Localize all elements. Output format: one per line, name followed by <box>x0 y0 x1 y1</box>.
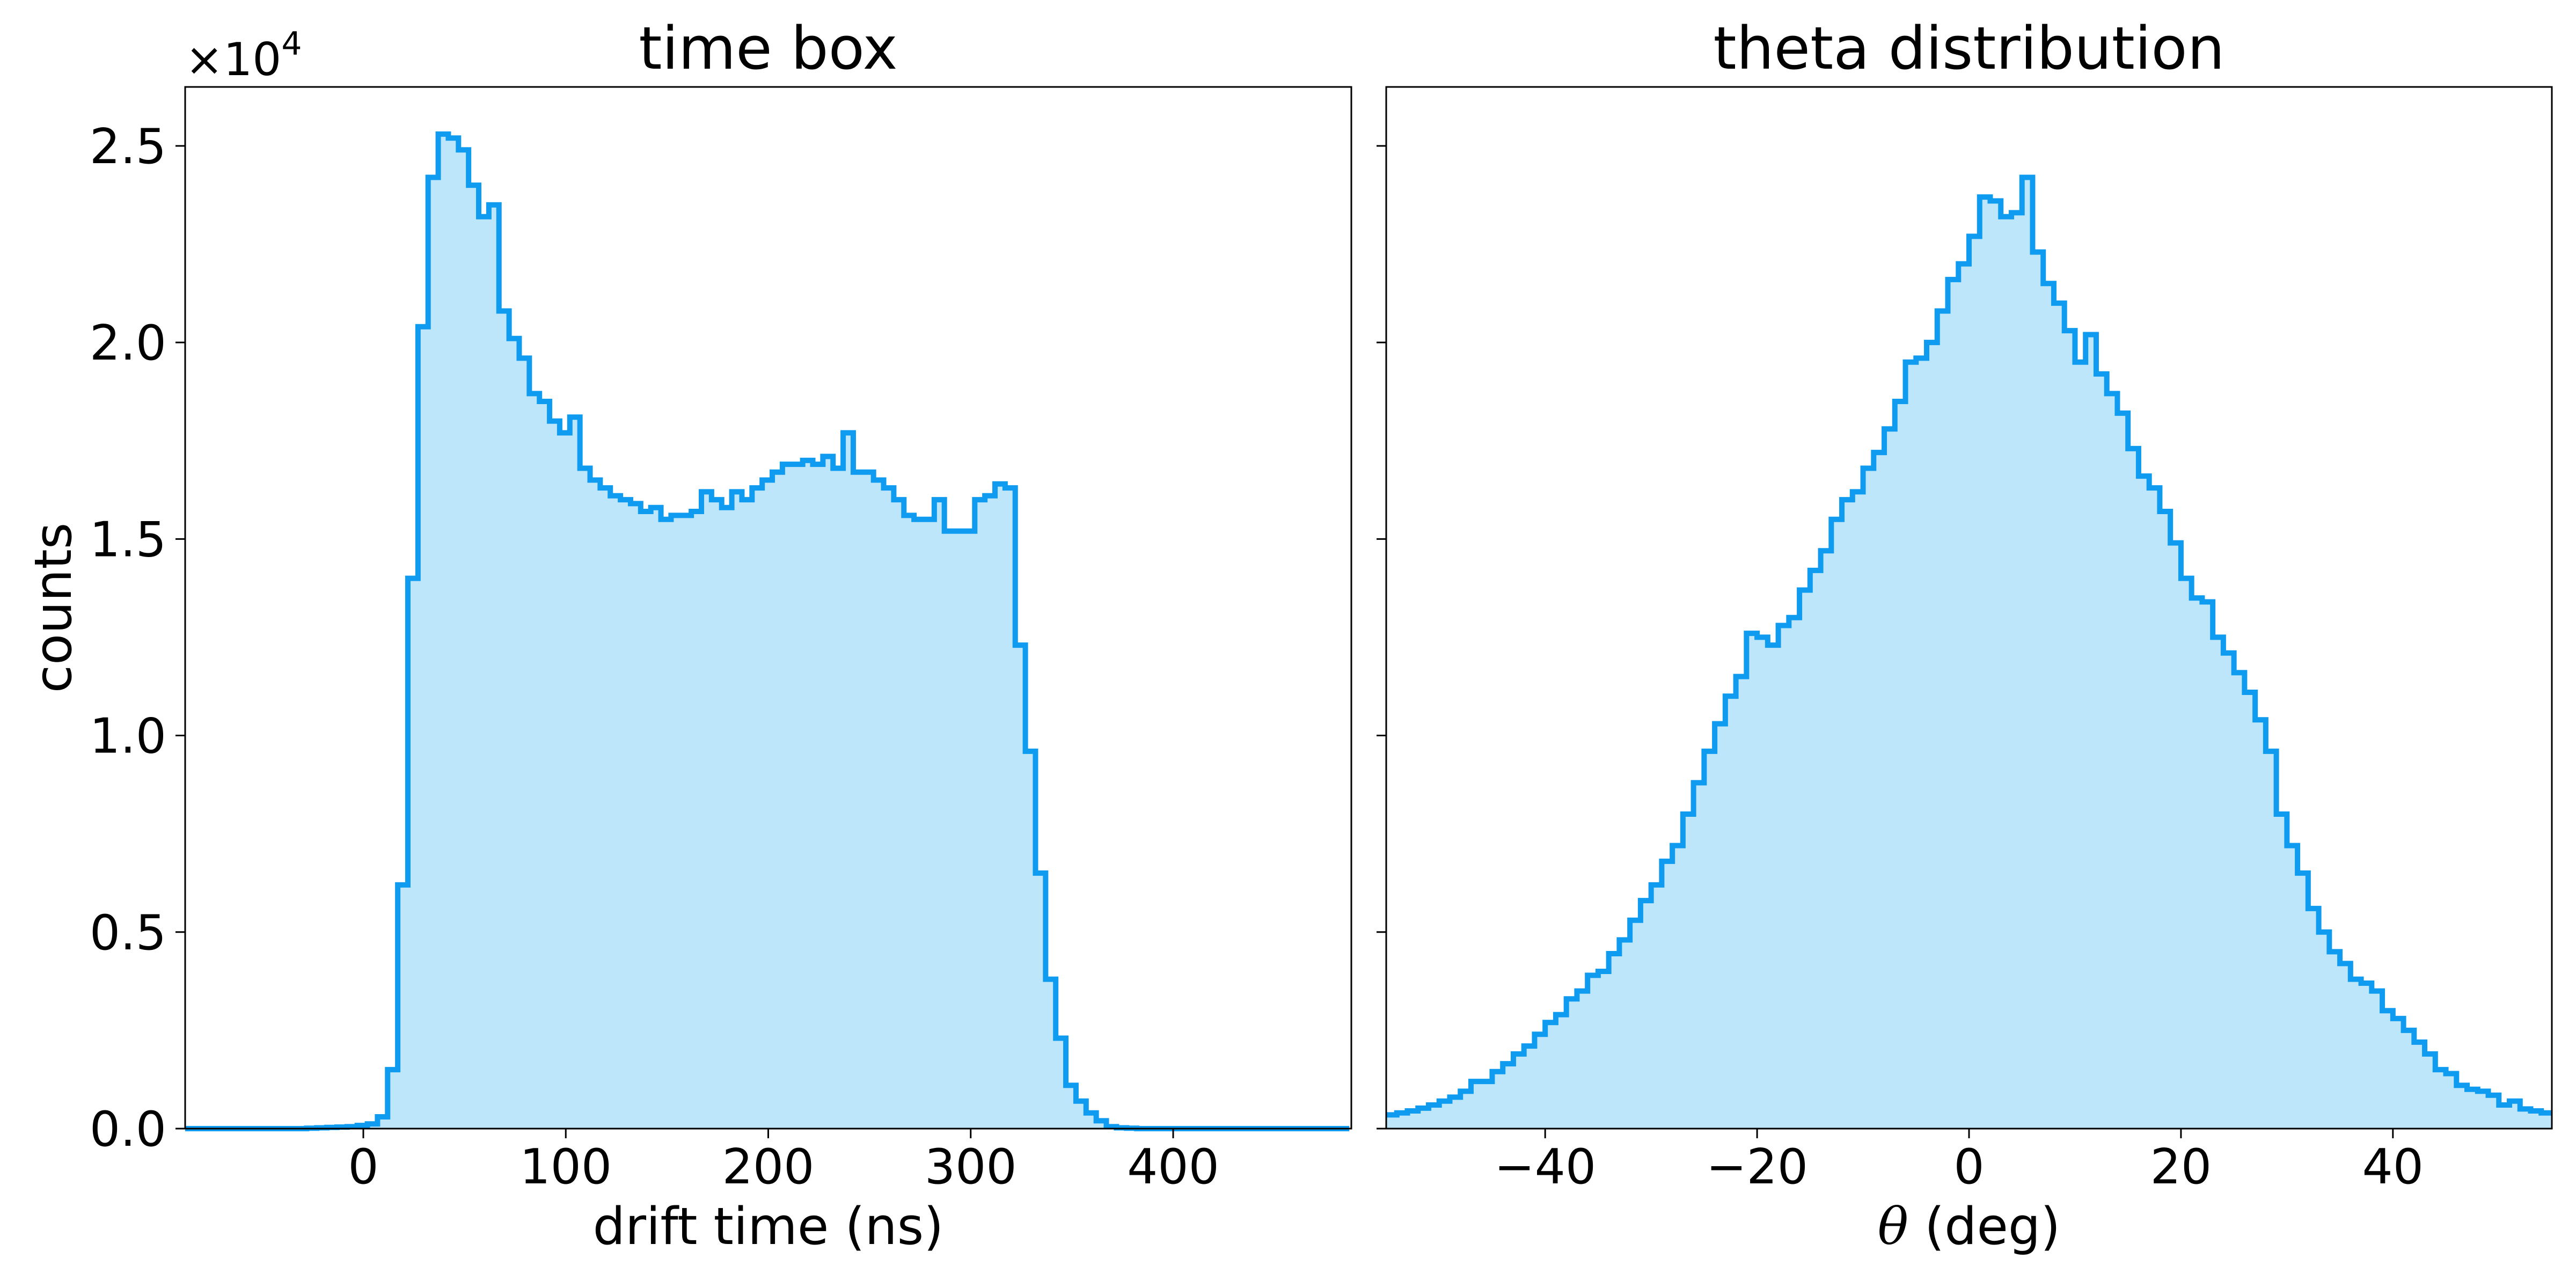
chart-title: time box <box>639 14 897 83</box>
y-tick-label: 2.0 <box>90 315 166 371</box>
x-tick-label: 400 <box>1127 1139 1219 1195</box>
x-tick-label: −20 <box>1706 1139 1808 1195</box>
x-tick-label: 0 <box>348 1139 378 1195</box>
y-tick-label: 0.5 <box>90 905 166 961</box>
y-tick-label: 1.0 <box>90 708 166 765</box>
x-tick-label: 20 <box>2150 1139 2212 1195</box>
histogram-fill <box>1386 177 2552 1129</box>
x-tick-label: 40 <box>2362 1139 2424 1195</box>
y-axis-multiplier: ×104 <box>185 25 302 86</box>
x-axis-label: drift time (ns) <box>593 1197 944 1256</box>
y-tick-label: 1.5 <box>90 511 166 568</box>
histogram-series-line <box>185 131 1350 1131</box>
y-axis-label: counts <box>24 523 83 693</box>
theta-distribution-panel: −40 −20 0 20 40 theta distribution θ (deg) <box>1377 14 2553 1256</box>
y-tick-label: 2.5 <box>90 119 166 175</box>
x-tick-label: 0 <box>1953 1139 1984 1195</box>
y-tick-label: 0.0 <box>90 1101 166 1158</box>
x-axis-label: θ (deg) <box>1878 1197 2061 1256</box>
chart-title: theta distribution <box>1714 14 2225 83</box>
histogram-series-line <box>1386 174 2552 1118</box>
x-tick-label: 200 <box>722 1139 815 1195</box>
time-box-panel: 0 100 200 300 400 0.0 0.5 1.0 1.5 2.0 2.5 time box… <box>24 14 1352 1256</box>
histogram-fill <box>185 134 1350 1129</box>
x-tick-label: 300 <box>925 1139 1017 1195</box>
x-tick-label: −40 <box>1494 1139 1596 1195</box>
x-tick-label: 100 <box>519 1139 612 1195</box>
